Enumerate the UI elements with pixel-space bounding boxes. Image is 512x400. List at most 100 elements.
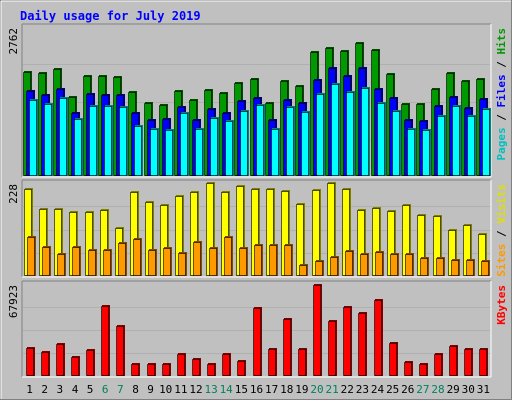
day-label-6: 6 — [102, 383, 109, 396]
bar-pages-day-9 — [150, 129, 158, 176]
bar-pages-day-31 — [482, 109, 490, 176]
bar-sites-day-28 — [436, 258, 444, 276]
scale-max-label: 67923 — [7, 285, 20, 318]
bar-sites-day-1 — [27, 237, 35, 276]
bar-pages-day-17 — [271, 129, 279, 176]
bar-pages-day-23 — [361, 88, 369, 176]
legend-entry: KBytes — [495, 285, 508, 325]
bar-sites-day-6 — [103, 250, 111, 276]
bar-sites-day-17 — [269, 245, 277, 276]
bar-kbytes-day-31 — [479, 349, 487, 376]
bar-pages-day-4 — [74, 119, 82, 176]
day-label-12: 12 — [189, 383, 202, 396]
bar-pages-day-28 — [437, 116, 445, 176]
day-label-3: 3 — [56, 383, 63, 396]
day-label-20: 20 — [310, 383, 323, 396]
bar-pages-day-7 — [119, 107, 127, 176]
bar-kbytes-day-16 — [253, 308, 261, 376]
bar-kbytes-day-25 — [389, 343, 397, 376]
bar-pages-day-30 — [467, 116, 475, 176]
bar-pages-day-15 — [240, 111, 248, 176]
bar-sites-day-8 — [133, 239, 141, 276]
day-label-10: 10 — [159, 383, 172, 396]
legend-entry: Hits — [495, 28, 508, 55]
bar-pages-day-8 — [134, 126, 142, 176]
day-label-31: 31 — [477, 383, 490, 396]
bar-kbytes-day-2 — [41, 352, 49, 376]
bar-sites-day-26 — [405, 254, 413, 276]
bar-pages-day-3 — [59, 98, 67, 176]
bar-kbytes-day-28 — [434, 354, 442, 376]
day-label-18: 18 — [280, 383, 293, 396]
legend: Sites / Visits — [495, 184, 508, 277]
bar-pages-day-13 — [210, 118, 218, 176]
bar-pages-day-20 — [316, 94, 324, 176]
bar-kbytes-day-1 — [26, 348, 34, 376]
bar-kbytes-day-12 — [192, 359, 200, 376]
day-label-30: 30 — [462, 383, 475, 396]
day-label-7: 7 — [117, 383, 124, 396]
bar-sites-day-16 — [254, 245, 262, 276]
bar-sites-day-18 — [284, 245, 292, 276]
bar-kbytes-day-8 — [131, 364, 139, 376]
bar-kbytes-day-15 — [237, 361, 245, 376]
legend-entry: Sites — [495, 244, 508, 277]
day-label-29: 29 — [447, 383, 460, 396]
bar-kbytes-day-4 — [71, 357, 79, 376]
legend-entry: Pages — [495, 127, 508, 160]
day-label-23: 23 — [356, 383, 369, 396]
bar-kbytes-day-26 — [404, 362, 412, 376]
bar-kbytes-day-13 — [207, 364, 215, 376]
bar-sites-day-19 — [299, 265, 307, 276]
bar-sites-day-14 — [224, 237, 232, 276]
bar-sites-day-4 — [72, 247, 80, 276]
legend: Pages / Files / Hits — [495, 28, 508, 161]
day-label-11: 11 — [174, 383, 187, 396]
bar-sites-day-25 — [390, 254, 398, 276]
day-label-25: 25 — [386, 383, 399, 396]
panel-middle: 228 Sites / Visits — [7, 179, 508, 278]
bar-pages-day-6 — [104, 106, 112, 176]
day-label-5: 5 — [87, 383, 94, 396]
day-label-9: 9 — [147, 383, 154, 396]
bar-pages-day-27 — [422, 130, 430, 176]
day-label-28: 28 — [431, 383, 444, 396]
panel-bottom: 67923 KBytes — [7, 280, 508, 378]
legend-entry: / — [495, 55, 508, 75]
bar-pages-day-12 — [195, 129, 203, 176]
bar-pages-day-21 — [331, 84, 339, 176]
bar-kbytes-day-11 — [177, 354, 185, 376]
bar-kbytes-day-9 — [147, 364, 155, 376]
bar-sites-day-23 — [360, 254, 368, 276]
bar-kbytes-day-30 — [464, 349, 472, 376]
bar-kbytes-day-19 — [298, 349, 306, 376]
bar-kbytes-day-21 — [328, 321, 336, 376]
bar-pages-day-25 — [392, 111, 400, 176]
day-label-4: 4 — [72, 383, 79, 396]
bar-kbytes-day-17 — [268, 349, 276, 376]
bar-kbytes-day-3 — [56, 344, 64, 376]
legend-entry: / — [495, 224, 508, 244]
bar-sites-day-11 — [178, 253, 186, 276]
bar-sites-day-29 — [451, 260, 459, 276]
bar-pages-day-22 — [346, 92, 354, 176]
bar-sites-day-24 — [375, 252, 383, 276]
bar-sites-day-22 — [345, 251, 353, 276]
bar-pages-day-24 — [377, 103, 385, 176]
bar-kbytes-day-18 — [283, 319, 291, 376]
bar-sites-day-13 — [209, 248, 217, 276]
bar-kbytes-day-14 — [222, 354, 230, 376]
day-label-24: 24 — [371, 383, 385, 396]
bar-pages-day-18 — [286, 107, 294, 176]
bar-sites-day-31 — [481, 261, 489, 276]
bar-sites-day-7 — [118, 243, 126, 276]
bar-sites-day-5 — [88, 250, 96, 276]
bar-pages-day-11 — [180, 113, 188, 176]
bar-sites-day-12 — [193, 242, 201, 276]
bar-pages-day-16 — [256, 105, 264, 176]
day-label-22: 22 — [341, 383, 354, 396]
bar-pages-day-1 — [29, 100, 37, 176]
bar-sites-day-3 — [57, 254, 65, 276]
bar-sites-day-30 — [466, 260, 474, 276]
